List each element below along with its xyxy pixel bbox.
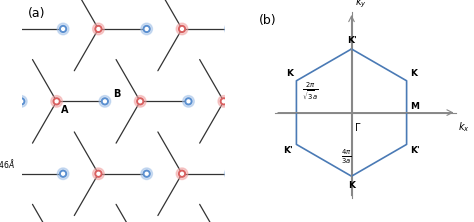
Circle shape	[187, 100, 190, 103]
Circle shape	[11, 26, 18, 32]
Text: K: K	[410, 69, 417, 78]
Text: M: M	[410, 102, 419, 111]
Text: $\Gamma$: $\Gamma$	[354, 121, 362, 133]
Circle shape	[13, 28, 16, 30]
Circle shape	[225, 23, 236, 35]
Circle shape	[143, 26, 150, 32]
Circle shape	[176, 168, 188, 180]
Circle shape	[62, 28, 64, 30]
Text: (a): (a)	[28, 7, 46, 20]
Circle shape	[227, 170, 234, 177]
Circle shape	[145, 172, 148, 175]
Text: K': K'	[410, 146, 419, 155]
Text: (b): (b)	[259, 14, 277, 27]
Circle shape	[51, 95, 63, 107]
Circle shape	[55, 100, 58, 103]
Circle shape	[97, 172, 100, 175]
Circle shape	[101, 98, 108, 105]
Circle shape	[20, 100, 23, 103]
Circle shape	[57, 23, 69, 35]
Circle shape	[225, 168, 236, 180]
Circle shape	[137, 98, 144, 105]
Circle shape	[176, 23, 188, 35]
Circle shape	[13, 172, 16, 175]
Circle shape	[182, 95, 194, 107]
Circle shape	[181, 172, 183, 175]
Circle shape	[95, 26, 102, 32]
Text: $k_y$: $k_y$	[355, 0, 366, 10]
Circle shape	[185, 98, 192, 105]
Circle shape	[229, 28, 232, 30]
Text: K': K'	[346, 36, 356, 45]
Circle shape	[57, 168, 69, 180]
Circle shape	[222, 100, 225, 103]
Circle shape	[60, 170, 66, 177]
Circle shape	[53, 98, 60, 105]
Circle shape	[97, 28, 100, 30]
Circle shape	[9, 168, 20, 180]
Circle shape	[229, 172, 232, 175]
Circle shape	[218, 95, 229, 107]
Circle shape	[18, 98, 25, 105]
Circle shape	[179, 170, 185, 177]
Circle shape	[145, 28, 148, 30]
Circle shape	[143, 170, 150, 177]
Circle shape	[16, 95, 27, 107]
Circle shape	[103, 100, 106, 103]
Text: A: A	[62, 105, 69, 115]
Text: $k_x$: $k_x$	[458, 120, 470, 134]
Text: K': K'	[283, 146, 293, 155]
Circle shape	[95, 170, 102, 177]
Circle shape	[227, 26, 234, 32]
Circle shape	[141, 23, 153, 35]
Circle shape	[92, 23, 104, 35]
Circle shape	[179, 26, 185, 32]
Circle shape	[141, 168, 153, 180]
Circle shape	[135, 95, 146, 107]
Text: $\frac{2\pi}{\sqrt{3}a}$: $\frac{2\pi}{\sqrt{3}a}$	[302, 81, 319, 102]
Text: K: K	[348, 181, 355, 190]
Circle shape	[92, 168, 104, 180]
Text: $a = 2.46\AA$: $a = 2.46\AA$	[0, 157, 15, 170]
Text: $\frac{4\pi}{3a}$: $\frac{4\pi}{3a}$	[341, 148, 352, 166]
Circle shape	[60, 26, 66, 32]
Circle shape	[139, 100, 142, 103]
Circle shape	[9, 23, 20, 35]
Circle shape	[220, 98, 227, 105]
Circle shape	[62, 172, 64, 175]
Circle shape	[11, 170, 18, 177]
Circle shape	[99, 95, 110, 107]
Circle shape	[181, 28, 183, 30]
Text: K: K	[286, 69, 293, 78]
Text: B: B	[114, 89, 121, 99]
